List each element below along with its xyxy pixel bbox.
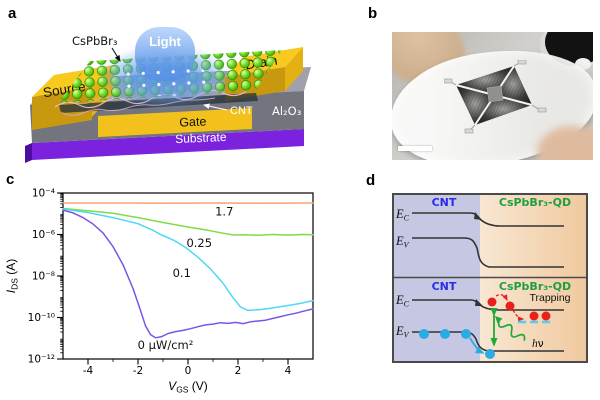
electron-transfer-arrow xyxy=(495,294,508,302)
scale-bar xyxy=(398,146,432,151)
cnt-region-label: CNT xyxy=(432,196,457,209)
hole-dot xyxy=(440,329,450,339)
curve-0.25 xyxy=(62,207,314,237)
photon-arrowhead xyxy=(495,316,503,324)
svg-text:EV: EV xyxy=(395,324,410,340)
ev-label: E xyxy=(395,234,404,248)
device-photo xyxy=(392,32,593,160)
cnt-label: CNT xyxy=(230,105,253,117)
band-diagram: CNT CsPbBr₃-QD EC EV CNT CsPbBr₃-QD EC E… xyxy=(392,193,588,363)
band-bend-notch xyxy=(475,299,483,306)
hole-transfer-arrow xyxy=(469,337,485,354)
x-tick-label: -4 xyxy=(83,365,94,377)
band-bend-notch xyxy=(474,212,482,220)
substrate-layer xyxy=(25,129,304,163)
panel-d-label: d xyxy=(366,172,376,189)
svg-text:EC: EC xyxy=(395,207,410,223)
light-beam: Light xyxy=(107,27,223,103)
electron-dot xyxy=(505,301,515,311)
contact-pads xyxy=(444,60,547,134)
cnt-region-top xyxy=(393,194,480,277)
trapped-electron-dot xyxy=(541,311,551,321)
al2o3-label: Al₂O₃ xyxy=(272,104,302,118)
y-tick-label: 10⁻⁶ xyxy=(32,229,55,241)
device-schematic: Gate Substrate Source Drain Lig xyxy=(25,27,311,163)
qd-region-top xyxy=(480,194,587,277)
svg-text:hν: hν xyxy=(532,338,544,350)
x-axis-label: VGS (V) xyxy=(168,379,208,395)
panel-b-label: b xyxy=(368,5,378,22)
qd-region-label: CsPbBr₃-QD xyxy=(499,196,571,209)
panel-c-label: c xyxy=(6,171,15,188)
curve-annotation: 0.1 xyxy=(173,266,191,280)
cspbbr3-arrow xyxy=(111,47,121,62)
valence-band xyxy=(412,237,564,268)
band-diagram-illuminated: CNT CsPbBr₃-QD EC EV Trapping xyxy=(395,280,571,359)
conduction-band xyxy=(412,212,564,227)
photon-label: h xyxy=(532,338,538,350)
band-diagram-dark: CNT CsPbBr₃-QD EC EV xyxy=(395,196,571,268)
cnt-arrow xyxy=(202,103,228,111)
qd-region-label: CsPbBr₃-QD xyxy=(499,280,571,293)
ev-label: E xyxy=(395,324,404,338)
substrate-label: Substrate xyxy=(175,130,227,146)
ec-label: E xyxy=(395,207,404,221)
x-tick-label: -2 xyxy=(133,365,143,377)
hole-dot xyxy=(461,329,471,339)
cspbbr3-label: CsPbBr₃ xyxy=(72,34,118,48)
transfer-curves-chart: 10⁻⁴ 10⁻⁶ 10⁻⁸ 10⁻¹⁰ 10⁻¹² -4 -2 0 2 4 1.7 0.25 0.1 0… xyxy=(4,188,314,395)
center-pad xyxy=(486,85,504,103)
trapped-electron-dot xyxy=(529,311,539,321)
ec-label: E xyxy=(395,293,404,307)
y-tick-label: 10⁻⁸ xyxy=(32,271,55,283)
x-tick-label: 4 xyxy=(285,365,292,377)
light-label: Light xyxy=(149,34,181,49)
photon-wave xyxy=(497,320,526,341)
svg-text:EC: EC xyxy=(395,293,410,309)
electrode-pattern xyxy=(444,60,547,134)
cnt-region-bottom xyxy=(393,277,480,362)
diagram-frame xyxy=(392,193,588,363)
trapping-label: Trapping xyxy=(529,292,570,304)
y-axis-label: IDS (A) xyxy=(4,259,20,294)
y-tick-label: 10⁻¹⁰ xyxy=(28,312,55,324)
electron-dot xyxy=(487,297,497,307)
cnt-region-label: CNT xyxy=(432,280,457,293)
curve-annotation: 0 μW/cm² xyxy=(138,338,194,352)
curve-annotation: 1.7 xyxy=(215,204,233,218)
x-tick-label: 2 xyxy=(235,365,242,377)
svg-text:EV: EV xyxy=(395,234,410,250)
gate-layer: Gate xyxy=(98,108,252,137)
gate-label: Gate xyxy=(179,114,207,129)
x-tick-label: 0 xyxy=(185,365,192,377)
curve-0 xyxy=(62,209,314,339)
y-tick-label: 10⁻¹² xyxy=(28,354,55,366)
trapping-arrow xyxy=(512,309,525,322)
panel-a-label: a xyxy=(8,5,17,22)
plot-frame xyxy=(62,192,314,360)
curve-0.1 xyxy=(62,208,314,312)
curve-annotation: 0.25 xyxy=(186,236,212,250)
hole-dot xyxy=(485,349,495,359)
y-tick-label: 10⁻⁴ xyxy=(32,188,55,200)
hole-dot xyxy=(419,329,429,339)
qd-highlights xyxy=(120,62,210,96)
